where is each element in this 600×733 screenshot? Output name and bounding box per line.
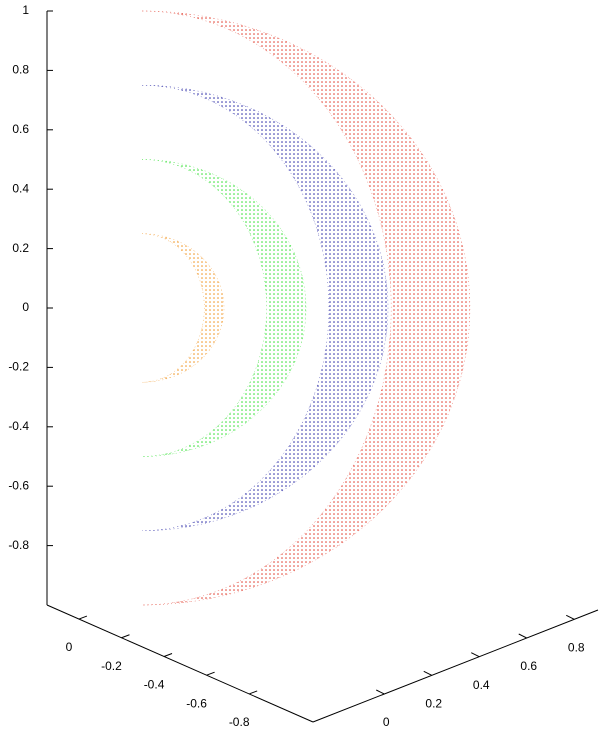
shell bbox=[141, 159, 307, 457]
x-tick-label: -0.4 bbox=[144, 678, 165, 692]
y-tick-label: 0.4 bbox=[473, 678, 490, 692]
y-tick bbox=[423, 670, 432, 676]
z-tick-label: 1 bbox=[22, 3, 29, 17]
y-tick bbox=[566, 614, 575, 620]
z-tick-label: -0.6 bbox=[8, 478, 29, 492]
x-tick bbox=[206, 671, 215, 676]
y-tick bbox=[471, 652, 480, 658]
x-axis bbox=[46, 604, 314, 723]
z-tick-label: -0.2 bbox=[8, 360, 29, 374]
x-tick bbox=[121, 634, 130, 639]
z-tick-label: 0.6 bbox=[12, 122, 29, 136]
z-tick-label: -0.4 bbox=[8, 419, 29, 433]
x-tick bbox=[78, 615, 88, 620]
y-tick-label: 0.8 bbox=[568, 641, 585, 655]
y-tick bbox=[376, 689, 385, 695]
y-axis bbox=[312, 609, 599, 723]
z-tick-label: -0.8 bbox=[8, 538, 29, 552]
x-tick-label: -0.6 bbox=[186, 696, 207, 710]
z-tick-label: 0.8 bbox=[12, 63, 29, 77]
z-tick-label: 0.4 bbox=[12, 181, 29, 195]
y-tick-label: 0 bbox=[383, 715, 390, 729]
x-tick bbox=[248, 690, 258, 695]
shell bbox=[141, 233, 225, 383]
y-tick-label: 0.6 bbox=[520, 659, 537, 673]
x-tick bbox=[163, 653, 173, 657]
shell bbox=[141, 85, 389, 531]
shell bbox=[141, 10, 471, 606]
z-tick-label: 0.2 bbox=[12, 241, 29, 255]
x-tick-label: 0 bbox=[66, 640, 73, 654]
y-tick bbox=[518, 633, 527, 639]
y-tick-label: 0.2 bbox=[425, 697, 442, 711]
x-tick-label: -0.2 bbox=[101, 659, 122, 673]
x-tick-label: -0.8 bbox=[229, 715, 250, 729]
z-tick-label: 0 bbox=[22, 300, 29, 314]
